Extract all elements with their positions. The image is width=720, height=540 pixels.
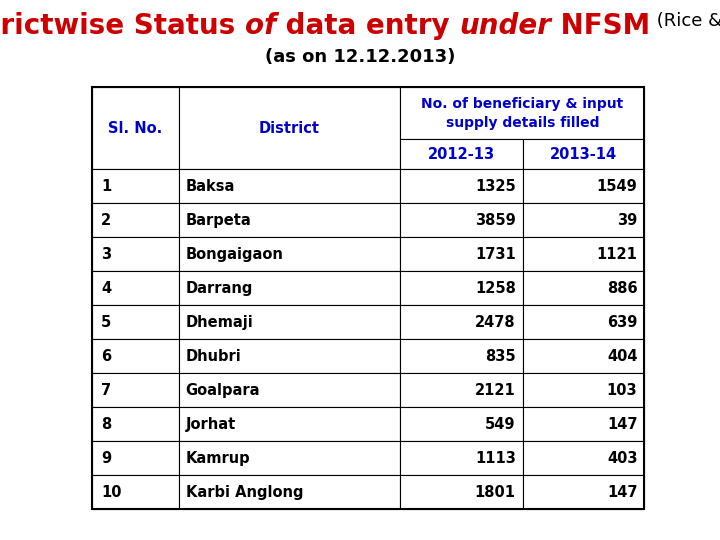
Bar <box>523 373 644 407</box>
Text: 549: 549 <box>485 417 516 431</box>
Text: Bongaigaon: Bongaigaon <box>186 247 284 261</box>
Text: 1325: 1325 <box>475 179 516 193</box>
Bar <box>92 373 179 407</box>
Text: 2121: 2121 <box>475 383 516 397</box>
Text: 4: 4 <box>101 281 112 295</box>
Bar <box>523 139 644 169</box>
Text: Barpeta: Barpeta <box>186 213 251 227</box>
Text: 9: 9 <box>101 451 112 465</box>
Bar <box>400 305 523 339</box>
Text: 1549: 1549 <box>597 179 637 193</box>
Bar <box>92 87 644 509</box>
Text: 2012-13: 2012-13 <box>428 147 495 161</box>
Text: 404: 404 <box>607 349 637 363</box>
Bar <box>92 169 179 203</box>
Text: 147: 147 <box>607 417 637 431</box>
Bar <box>523 271 644 305</box>
Bar <box>92 271 179 305</box>
Bar <box>179 203 400 237</box>
Text: under: under <box>459 12 552 40</box>
Bar <box>179 305 400 339</box>
Bar <box>92 441 179 475</box>
Bar <box>179 169 400 203</box>
Text: 1: 1 <box>101 179 112 193</box>
Bar <box>92 237 179 271</box>
Bar <box>400 169 523 203</box>
Bar <box>523 339 644 373</box>
Text: 1731: 1731 <box>475 247 516 261</box>
Text: 835: 835 <box>485 349 516 363</box>
Bar <box>400 237 523 271</box>
Text: 2478: 2478 <box>475 315 516 329</box>
Text: 2: 2 <box>101 213 112 227</box>
Text: Baksa: Baksa <box>186 179 235 193</box>
Bar <box>179 475 400 509</box>
Bar <box>523 305 644 339</box>
Bar <box>523 441 644 475</box>
Text: Goalpara: Goalpara <box>186 383 260 397</box>
Text: 6: 6 <box>101 349 112 363</box>
Bar <box>179 237 400 271</box>
Text: 8: 8 <box>101 417 112 431</box>
Text: Dhemaji: Dhemaji <box>186 315 253 329</box>
Bar <box>523 475 644 509</box>
Text: Jorhat: Jorhat <box>186 417 236 431</box>
Bar <box>400 87 644 139</box>
Text: of: of <box>245 12 276 40</box>
Bar <box>179 271 400 305</box>
Text: 7: 7 <box>101 383 112 397</box>
Bar <box>523 169 644 203</box>
Text: 2013-14: 2013-14 <box>550 147 617 161</box>
Bar <box>179 441 400 475</box>
Text: 1258: 1258 <box>475 281 516 295</box>
Bar <box>179 87 400 169</box>
Bar <box>400 407 523 441</box>
Text: 886: 886 <box>607 281 637 295</box>
Text: Dhubri: Dhubri <box>186 349 241 363</box>
Text: 1121: 1121 <box>597 247 637 261</box>
Bar <box>92 305 179 339</box>
Bar <box>400 139 523 169</box>
Text: 403: 403 <box>607 451 637 465</box>
Bar <box>523 237 644 271</box>
Text: District: District <box>259 121 320 136</box>
Bar <box>92 475 179 509</box>
Text: 39: 39 <box>617 213 637 227</box>
Text: 5: 5 <box>101 315 112 329</box>
Bar <box>523 407 644 441</box>
Text: 10: 10 <box>101 485 122 500</box>
Text: (Rice & Pulse): (Rice & Pulse) <box>651 12 720 30</box>
Bar <box>179 407 400 441</box>
Bar <box>400 441 523 475</box>
Text: 103: 103 <box>607 383 637 397</box>
Text: Karbi Anglong: Karbi Anglong <box>186 485 303 500</box>
Text: NFSM: NFSM <box>552 12 651 40</box>
Text: 1113: 1113 <box>475 451 516 465</box>
Text: 3: 3 <box>101 247 112 261</box>
Bar <box>400 475 523 509</box>
Text: Kamrup: Kamrup <box>186 451 250 465</box>
Bar <box>400 373 523 407</box>
Bar <box>92 339 179 373</box>
Bar <box>179 339 400 373</box>
Text: 639: 639 <box>607 315 637 329</box>
Bar <box>92 407 179 441</box>
Text: Districtwise Status: Districtwise Status <box>0 12 245 40</box>
Bar <box>92 203 179 237</box>
Text: (as on 12.12.2013): (as on 12.12.2013) <box>265 48 455 66</box>
Bar <box>179 373 400 407</box>
Bar <box>523 203 644 237</box>
Text: Sl. No.: Sl. No. <box>108 121 163 136</box>
Text: No. of beneficiary & input
supply details filled: No. of beneficiary & input supply detail… <box>421 97 624 130</box>
Bar <box>400 339 523 373</box>
Text: 147: 147 <box>607 485 637 500</box>
Text: Darrang: Darrang <box>186 281 253 295</box>
Text: 3859: 3859 <box>475 213 516 227</box>
Bar <box>400 203 523 237</box>
Bar <box>400 271 523 305</box>
Text: data entry: data entry <box>276 12 459 40</box>
Text: 1801: 1801 <box>474 485 516 500</box>
Bar <box>92 87 179 169</box>
